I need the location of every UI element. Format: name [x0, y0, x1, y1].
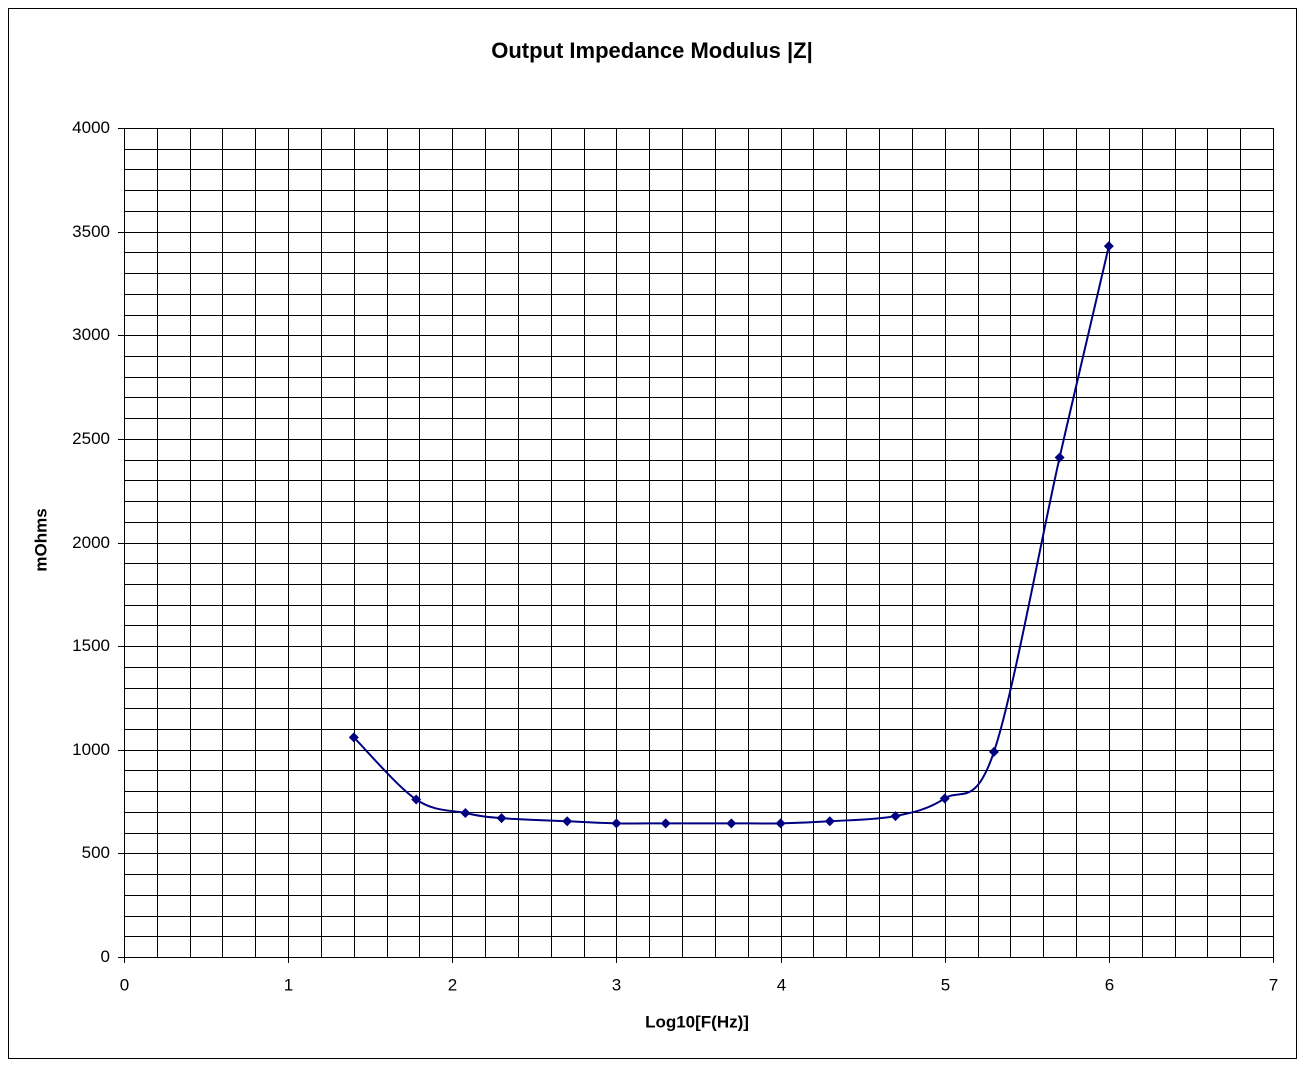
x-tick-label: 4 — [777, 975, 786, 994]
data-point — [562, 816, 573, 827]
x-tick-label: 1 — [284, 975, 293, 994]
data-point — [939, 793, 950, 804]
x-axis-label: Log10[F(Hz)] — [645, 1012, 749, 1031]
data-point — [726, 818, 737, 829]
x-tick-label: 2 — [448, 975, 457, 994]
data-point — [348, 732, 359, 743]
y-axis-label: mOhms — [31, 508, 50, 571]
data-point — [460, 807, 471, 818]
y-tick-label: 2000 — [72, 533, 110, 552]
data-point — [411, 794, 422, 805]
y-tick-label: 3000 — [72, 325, 110, 344]
x-tick-label: 5 — [941, 975, 950, 994]
x-tick-label: 7 — [1269, 975, 1278, 994]
data-point — [988, 746, 999, 757]
data-point — [496, 813, 507, 824]
data-point — [890, 811, 901, 822]
y-tick-label: 1000 — [72, 740, 110, 759]
y-tick-label: 500 — [82, 843, 110, 862]
data-point — [824, 816, 835, 827]
y-tick-label: 0 — [101, 947, 110, 966]
data-point — [775, 818, 786, 829]
chart-title: Output Impedance Modulus |Z| — [491, 38, 813, 63]
chart-border — [8, 8, 1297, 1059]
x-tick-label: 6 — [1105, 975, 1114, 994]
y-tick-label: 3500 — [72, 222, 110, 241]
x-tick-label: 3 — [612, 975, 621, 994]
data-point — [1054, 452, 1065, 463]
y-tick-label: 1500 — [72, 636, 110, 655]
y-tick-label: 4000 — [72, 118, 110, 137]
data-point — [660, 818, 671, 829]
x-tick-label: 0 — [120, 975, 129, 994]
y-tick-label: 2500 — [72, 429, 110, 448]
data-point — [611, 818, 622, 829]
data-point — [1103, 241, 1114, 252]
